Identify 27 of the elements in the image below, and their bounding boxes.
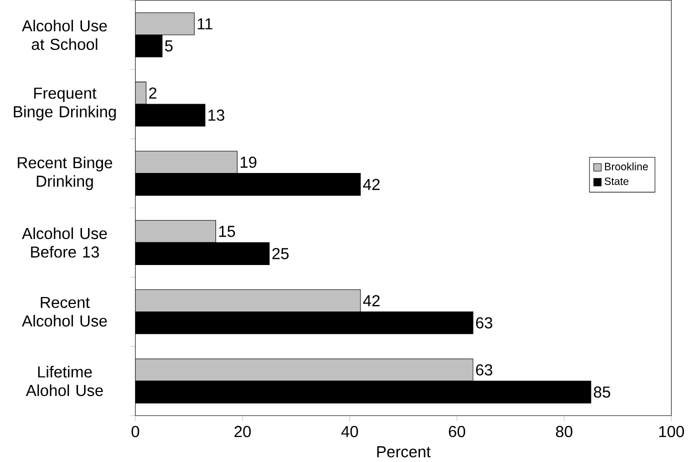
data-label: 63: [476, 317, 492, 329]
data-label: 2: [149, 88, 156, 99]
y-tick-label: Recent Binge Drinking: [18, 156, 112, 190]
data-label: 85: [594, 386, 610, 398]
y-tick-label: Lifetime Alohol Use: [26, 366, 103, 396]
y-tick-label: Alcohol Use at School: [22, 20, 107, 50]
x-tick-label: 0: [132, 426, 140, 438]
data-label: 15: [219, 226, 236, 238]
data-label: 42: [363, 295, 380, 306]
x-tick-label: 100: [659, 426, 684, 438]
data-label: 11: [198, 18, 212, 30]
x-axis-title: Percent: [377, 446, 431, 458]
y-tick-label: Recent Alcohol Use: [22, 297, 107, 327]
data-label: 19: [240, 156, 256, 168]
x-tick-label: 60: [448, 426, 466, 438]
legend-label: Brookline: [605, 162, 648, 170]
data-label: 63: [476, 364, 492, 376]
y-tick-label: Frequent Binge Drinking: [14, 88, 116, 121]
y-tick-label: Alcohol Use Before 13: [22, 228, 107, 258]
legend-label: State: [604, 178, 628, 186]
data-label: 42: [363, 178, 380, 190]
x-tick-label: 20: [234, 426, 251, 438]
data-label: 25: [272, 248, 289, 260]
x-tick-label: 80: [556, 426, 572, 438]
x-tick-label: 40: [341, 426, 358, 438]
data-label: 13: [208, 110, 224, 121]
data-label: 5: [165, 40, 173, 52]
